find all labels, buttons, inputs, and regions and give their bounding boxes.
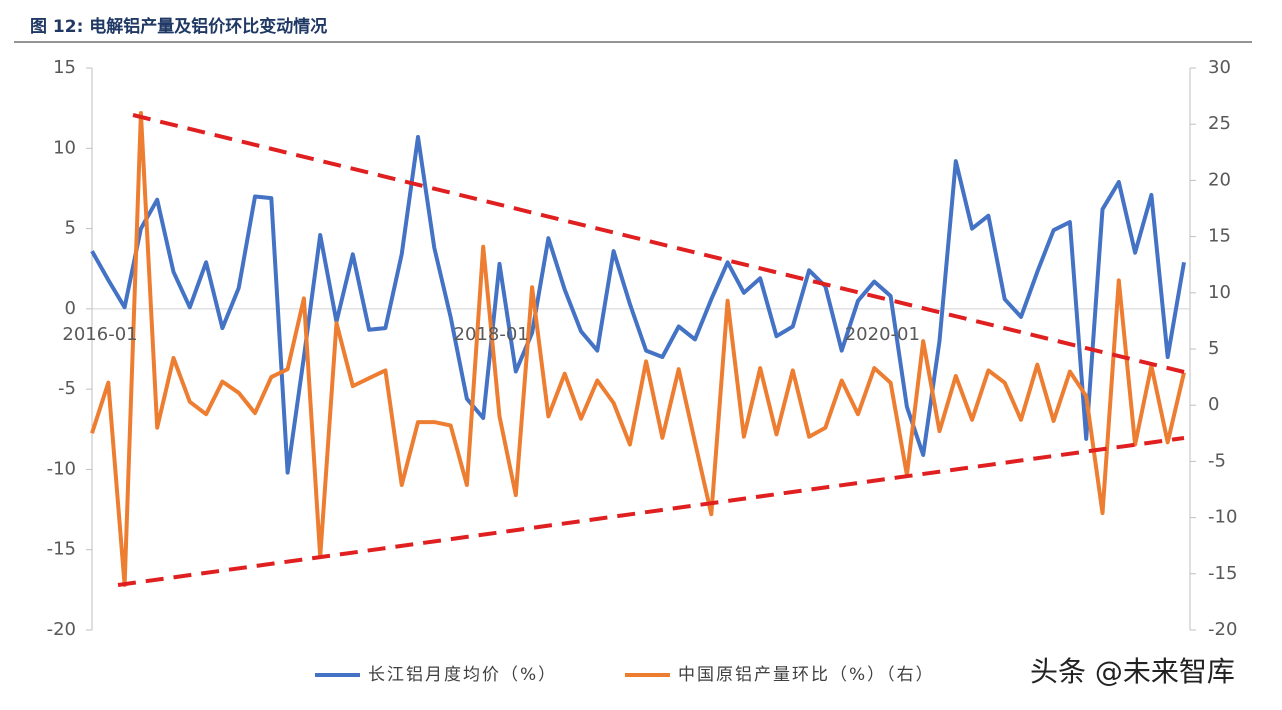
y-tick-label: 0 (65, 298, 76, 319)
watermark: 头条 @未来智库 (1030, 655, 1235, 688)
plot (86, 67, 1196, 631)
y-tick-label: -15 (47, 539, 76, 560)
y-tick-label: 10 (53, 137, 76, 158)
trend-upper (132, 113, 1185, 374)
y-tick-label: 15 (53, 57, 76, 78)
y2-tick-label: -10 (1208, 507, 1237, 528)
chart-title: 图 12: 电解铝产量及铝价环比变动情况 (30, 16, 327, 37)
y2-tick-label: 10 (1208, 282, 1231, 303)
y2-tick-label: -15 (1208, 563, 1237, 584)
y2-tick-label: -20 (1208, 619, 1237, 640)
trend-lower (117, 436, 1185, 587)
y2-tick-label: 20 (1208, 169, 1231, 190)
y2-tick-label: -5 (1208, 450, 1226, 471)
y-tick-label: -20 (47, 619, 76, 640)
y2-tick-label: 30 (1208, 57, 1231, 78)
x-tick-label: 2016-01 (62, 324, 137, 345)
series-line (90, 111, 1186, 587)
y2-tick-label: 25 (1208, 113, 1231, 134)
series-line (90, 135, 1186, 475)
y-tick-label: -10 (47, 458, 76, 479)
y-tick-label: -5 (58, 378, 76, 399)
legend-label: 中国原铝产量环比（%）（右） (678, 665, 935, 685)
y2-tick-label: 5 (1208, 338, 1219, 359)
y-tick-label: 5 (65, 218, 76, 239)
x-tick-label: 2020-01 (845, 324, 920, 345)
x-tick-label: 2018-01 (454, 324, 529, 345)
y2-tick-label: 15 (1208, 226, 1231, 247)
y2-tick-label: 0 (1208, 394, 1219, 415)
legend-label: 长江铝月度均价（%） (368, 665, 557, 685)
